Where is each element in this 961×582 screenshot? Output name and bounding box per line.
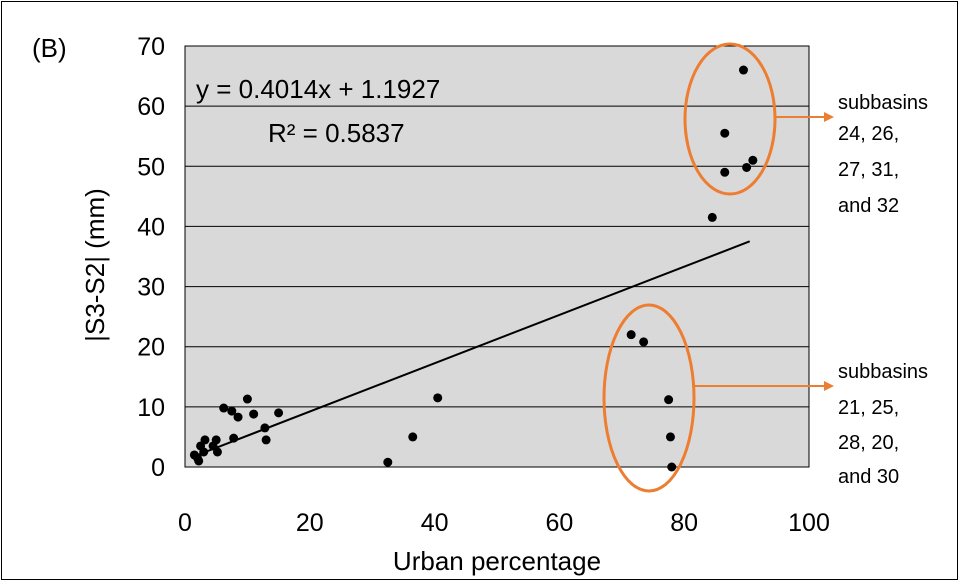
x-tick-label: 40 [421, 509, 449, 537]
data-point [200, 435, 210, 445]
data-point [433, 393, 443, 403]
x-tick-label: 80 [670, 509, 698, 537]
annotation-top-line: 27, 31, [838, 159, 899, 181]
data-point [742, 162, 752, 172]
annotation-bottom-line: 21, 25, [838, 397, 899, 419]
y-axis-title: |S3-S2| (mm) [80, 188, 110, 342]
data-point [274, 408, 284, 418]
x-tick-label: 20 [296, 509, 324, 537]
data-point [720, 128, 730, 138]
annotation-bottom-line: 28, 20, [838, 432, 899, 454]
y-tick-label: 20 [137, 334, 165, 362]
data-point [199, 447, 209, 457]
data-point [211, 435, 221, 445]
data-point [249, 409, 259, 419]
data-point [667, 462, 677, 472]
highlight-ellipse-bottom [602, 303, 696, 493]
y-tick-labels: 0 10 20 30 40 50 60 70 [137, 33, 165, 482]
data-point [738, 65, 748, 75]
x-tick-label: 100 [788, 509, 830, 537]
data-point [260, 423, 270, 433]
r-squared-label: R² = 0.5837 [268, 118, 405, 148]
data-point [707, 212, 717, 222]
data-point [720, 167, 730, 177]
y-tick-label: 60 [137, 93, 165, 121]
annotation-bottom-line: subbasins [838, 361, 928, 383]
x-tick-label: 0 [178, 509, 192, 537]
data-points [189, 65, 758, 472]
regression-equation: y = 0.4014x + 1.1927 [196, 74, 440, 104]
data-point [233, 412, 243, 422]
gridlines [185, 105, 809, 408]
data-point [626, 330, 636, 340]
data-point [664, 395, 674, 405]
panel-label: (B) [32, 33, 67, 63]
highlight-ellipse-top [683, 42, 777, 196]
data-point [229, 433, 239, 443]
data-point [212, 447, 222, 457]
trendline-group [197, 240, 751, 456]
trendline [197, 240, 751, 456]
data-point [227, 406, 237, 416]
y-tick-label: 50 [137, 153, 165, 181]
annotation-top: subbasins 24, 26, 27, 31, and 32 [838, 92, 928, 217]
data-point [408, 432, 418, 442]
x-axis-title: Urban percentage [393, 546, 601, 576]
data-point [219, 403, 229, 413]
data-point [639, 337, 649, 347]
data-point [748, 155, 758, 165]
annotation-bottom-line: and 30 [838, 466, 899, 488]
y-tick-label: 10 [137, 394, 165, 422]
data-point [242, 394, 252, 404]
annotation-bottom: subbasins 21, 25, 28, 20, and 30 [838, 361, 928, 488]
y-tick-label: 0 [151, 454, 165, 482]
y-tick-label: 70 [137, 33, 165, 61]
data-point [194, 456, 204, 466]
annotation-top-line: subbasins [838, 92, 928, 114]
plot-area [184, 45, 810, 468]
y-tick-label: 30 [137, 274, 165, 302]
x-tick-label: 60 [545, 509, 573, 537]
annotation-top-line: and 32 [838, 195, 899, 217]
y-tick-label: 40 [137, 213, 165, 241]
data-point [383, 457, 393, 467]
x-tick-labels: 0 20 40 60 80 100 [178, 509, 830, 537]
data-point [261, 435, 271, 445]
data-point [665, 432, 675, 442]
annotation-top-line: 24, 26, [838, 123, 899, 145]
